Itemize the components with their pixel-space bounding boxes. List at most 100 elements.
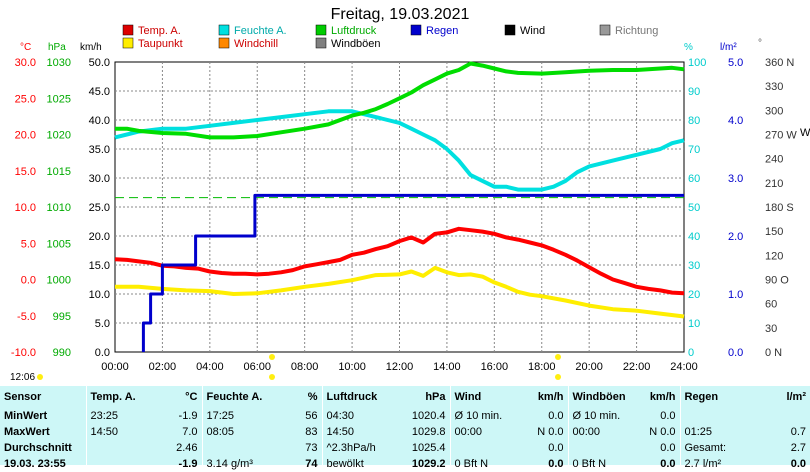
temp-axis-tick: 20.0 (15, 130, 36, 142)
stats-column-header: Windböen (567, 386, 638, 408)
wind-axis-tick: 30.0 (89, 173, 110, 185)
legend-label: Feuchte A. (234, 25, 287, 37)
legend-swatch (315, 37, 327, 49)
legend-swatch (218, 37, 230, 49)
stats-cell: 14:50 (321, 424, 390, 440)
stats-column-header: km/h (537, 391, 564, 403)
marker-dot (37, 374, 43, 380)
temp-axis-tick: -5.0 (17, 311, 36, 323)
marker-dot (555, 374, 561, 380)
stats-header-row: Sensor Temp. A. °C Feuchte A.% Luftdruck hPa W… (0, 386, 810, 408)
direction-axis-unit: ° (758, 38, 762, 49)
direction-axis-tick: 30 (765, 323, 777, 335)
stats-column-header: Luftdruck (321, 386, 390, 408)
legend-swatch (122, 37, 134, 49)
stats-column-header: Sensor (4, 391, 42, 403)
stats-cell (201, 440, 272, 456)
direction-axis-tick: 300 (765, 105, 783, 117)
stats-cell: 1029.2 (411, 458, 446, 470)
stats-cell (449, 440, 516, 456)
direction-axis-tick: 90 O (765, 275, 789, 287)
wind-axis-tick: 15.0 (89, 260, 110, 272)
direction-axis-tick: 210 (765, 178, 783, 190)
stats-row: MinWert 23:25 -1.9 17:25 56 04:30 1020.4 Ø 10 m… (0, 408, 810, 424)
legend-swatch (218, 24, 230, 36)
rain-axis-tick: 5.0 (728, 57, 743, 69)
temp-axis-tick: 10.0 (15, 202, 36, 214)
direction-axis-tick: 360 N (765, 57, 794, 69)
rain-axis-tick: 2.0 (728, 231, 743, 243)
stats-cell: bewölkt (321, 456, 390, 472)
right-edge-label: W (800, 127, 810, 139)
stats-row: Durchschnitt 2.46 73 ^2.3hPa/h 1025.4 0.0 0.0 G… (0, 440, 810, 456)
x-tick-label: 12:00 (386, 361, 414, 373)
wind-axis-tick: 0.0 (95, 347, 110, 359)
stats-cell: 0.0 (548, 458, 564, 470)
pressure-axis-tick: 1015 (47, 166, 71, 178)
stats-cell (679, 408, 754, 424)
stats-column-header: l/m² (786, 391, 806, 403)
legend-swatch (410, 24, 422, 36)
pressure-axis-tick: 1020 (47, 130, 71, 142)
stats-column-header: Temp. A. (85, 386, 154, 408)
current-time-label: 12:06 (10, 372, 36, 383)
x-tick-label: 04:00 (196, 361, 224, 373)
legend-label: Regen (426, 25, 458, 37)
legend-label: Wind (520, 25, 545, 37)
direction-axis-tick: 270 W (765, 130, 797, 142)
stats-column-header: km/h (649, 391, 676, 403)
direction-axis-tick: 180 S (765, 202, 794, 214)
stats-cell: Gesamt: (679, 440, 754, 456)
pressure-axis-tick: 995 (53, 311, 71, 323)
stats-cell: N 0.0 (537, 426, 564, 438)
legend-label: Windböen (331, 38, 381, 50)
stats-cell: 73 (305, 442, 318, 454)
stats-cell: -1.9 (178, 458, 198, 470)
stats-cell: 0.0 (660, 442, 676, 454)
series-line-taupunkt (115, 265, 685, 319)
stats-cell: MaxWert (4, 426, 50, 438)
wind-axis-tick: 35.0 (89, 144, 110, 156)
stats-cell: 0.0 (660, 410, 676, 422)
stats-row: 19.03. 23:55 -1.9 3.14 g/m³ 74 bewölkt 1029.2… (0, 456, 810, 472)
stats-cell: 1025.4 (411, 442, 446, 454)
wind-axis-tick: 5.0 (95, 318, 110, 330)
pressure-axis-tick: 1010 (47, 202, 71, 214)
stats-cell: -1.9 (178, 410, 198, 422)
stats-cell: 1020.4 (411, 410, 446, 422)
chart-title: Freitag, 19.03.2021 (330, 6, 470, 23)
stats-cell: 3.14 g/m³ (201, 456, 272, 472)
x-tick-label: 18:00 (528, 361, 556, 373)
stats-cell: 01:25 (679, 424, 754, 440)
stats-cell (85, 456, 154, 472)
humidity-axis-tick: 70 (688, 144, 700, 156)
temp-axis-tick: 15.0 (15, 166, 36, 178)
stats-cell: 00:00 (567, 424, 638, 440)
stats-cell: MinWert (4, 410, 48, 422)
stats-cell: Durchschnitt (4, 442, 72, 454)
stats-table: Sensor Temp. A. °C Feuchte A.% Luftdruck hPa W… (0, 386, 810, 472)
stats-cell (85, 440, 154, 456)
humidity-axis-tick: 100 (688, 57, 706, 69)
series-line-temp-a- (114, 226, 685, 296)
direction-axis-tick: 60 (765, 299, 777, 311)
stats-cell: 14:50 (85, 424, 154, 440)
pressure-axis-tick: 1005 (47, 238, 71, 250)
temp-axis-tick: -10.0 (11, 347, 36, 359)
stats-column-header: hPa (425, 391, 446, 403)
stats-column-header: Regen (679, 386, 754, 408)
stats-cell (754, 408, 810, 424)
stats-cell: 2.7 l/m² (679, 456, 754, 472)
humidity-axis-tick: 60 (688, 173, 700, 185)
stats-cell: 0.7 (790, 426, 806, 438)
pressure-axis-tick: 1000 (47, 275, 71, 287)
humidity-axis-unit: % (684, 42, 693, 53)
direction-axis-tick: 330 (765, 81, 783, 93)
temp-axis-tick: 5.0 (21, 238, 36, 250)
legend-swatch (315, 24, 327, 36)
direction-axis-tick: 240 (765, 154, 783, 166)
stats-column-header: Wind (449, 386, 516, 408)
stats-cell: 0 Bft N (567, 456, 638, 472)
legend-label: Richtung (615, 25, 658, 37)
legend-swatch (122, 24, 134, 36)
